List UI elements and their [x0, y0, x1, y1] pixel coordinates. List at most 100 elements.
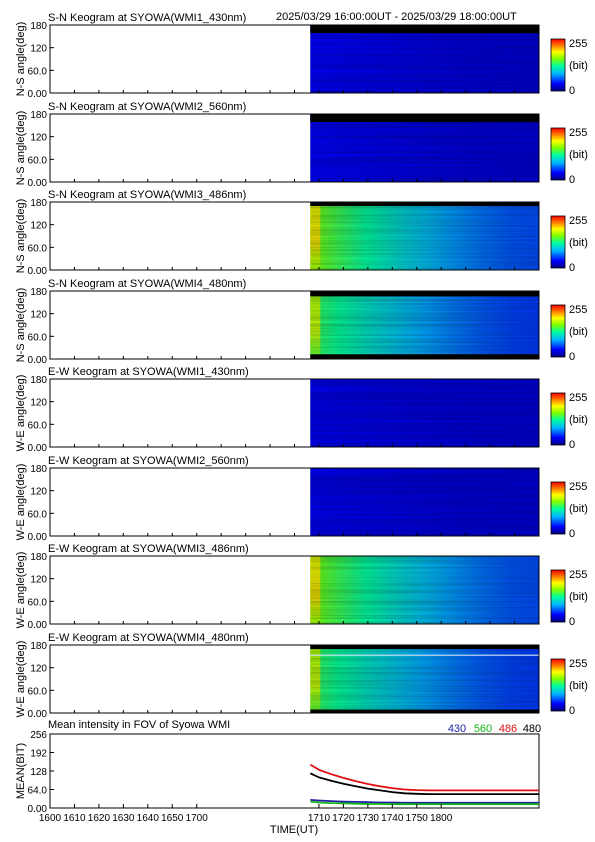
keogram-streaks — [310, 468, 539, 536]
keogram-mask-top — [310, 291, 539, 297]
colorbar-unit-label: (bit) — [569, 414, 588, 426]
mean-chart-title: Mean intensity in FOV of Syowa WMI — [48, 719, 230, 731]
x-tick-label: 1800 — [430, 813, 453, 824]
mean-series-line-560 — [310, 800, 539, 806]
colorbar — [550, 304, 566, 358]
colorbar-unit-label: (bit) — [569, 503, 588, 515]
keogram-title: E-W Keogram at SYOWA(WMI1_430nm) — [48, 366, 249, 378]
keogram-title: S-N Keogram at SYOWA(WMI2_560nm) — [48, 101, 246, 113]
keogram-y-tick-label: 120 — [30, 221, 47, 232]
mean-series-line-486 — [309, 763, 539, 792]
keogram-panel: E-W Keogram at SYOWA(WMI2_560nm) W-E angl… — [15, 455, 588, 543]
keogram-y-tick-label: 0.00 — [28, 355, 48, 366]
x-tick-label: 1640 — [137, 813, 160, 824]
keogram-y-tick-label: 180 — [30, 287, 47, 298]
keogram-y-tick-label: 180 — [30, 641, 47, 652]
keogram-title: S-N Keogram at SYOWA(WMI3_486nm) — [48, 189, 246, 201]
keogram-y-tick-label: 120 — [30, 575, 47, 586]
x-tick-label: 1700 — [186, 813, 209, 824]
keogram-y-tick-label: 60.0 — [28, 509, 48, 520]
keogram-mask-top — [310, 25, 539, 34]
colorbar-unit-label: (bit) — [569, 149, 588, 161]
keogram-y-tick-label: 60.0 — [28, 597, 48, 608]
colorbar-min-label: 0 — [569, 351, 575, 363]
keogram-streaks — [310, 202, 539, 270]
x-tick-label: 1740 — [381, 813, 404, 824]
mean-y-tick-label: 256 — [30, 730, 47, 741]
keogram-y-tick-label: 120 — [30, 487, 47, 498]
keogram-y-tick-label: 180 — [30, 552, 47, 563]
keogram-panel: S-N Keogram at SYOWA(WMI4_480nm) N-S angl… — [15, 278, 588, 366]
keogram-y-tick-label: 0.00 — [28, 178, 48, 189]
keogram-y-tick-label: 60.0 — [28, 66, 48, 77]
keogram-y-axis-label: W-E angle(deg) — [15, 552, 27, 629]
keogram-y-tick-label: 120 — [30, 310, 47, 321]
keogram-y-tick-label: 60.0 — [28, 686, 48, 697]
colorbar-unit-label: (bit) — [569, 680, 588, 692]
header-time-range: 2025/03/29 16:00:00UT - 2025/03/29 18:00… — [276, 11, 517, 23]
keogram-y-tick-label: 60.0 — [28, 420, 48, 431]
keogram-y-tick-label: 120 — [30, 664, 47, 675]
colorbar-min-label: 0 — [569, 439, 575, 451]
colorbar — [550, 569, 566, 623]
x-tick-label: 1610 — [63, 813, 86, 824]
keogram-panel: S-N Keogram at SYOWA(WMI1_430nm) N-S angl… — [15, 12, 588, 100]
keogram-y-axis-label: N-S angle(deg) — [15, 199, 27, 274]
keogram-y-tick-label: 180 — [30, 110, 47, 121]
colorbar-max-label: 255 — [569, 392, 587, 404]
keogram-title: E-W Keogram at SYOWA(WMI2_560nm) — [48, 455, 249, 467]
x-tick-label: 1600 — [39, 813, 62, 824]
colorbar-unit-label: (bit) — [569, 326, 588, 338]
x-tick-label: 1720 — [332, 813, 355, 824]
colorbar-max-label: 255 — [569, 304, 587, 316]
colorbar — [550, 38, 566, 92]
keogram-y-tick-label: 120 — [30, 398, 47, 409]
keogram-y-tick-label: 0.00 — [28, 532, 48, 543]
keogram-y-tick-label: 180 — [30, 198, 47, 209]
keogram-title: E-W Keogram at SYOWA(WMI4_480nm) — [48, 632, 249, 644]
legend-480: 480 — [523, 723, 541, 735]
keogram-y-axis-label: N-S angle(deg) — [15, 22, 27, 97]
x-tick-label: 1630 — [112, 813, 135, 824]
keogram-y-tick-label: 120 — [30, 133, 47, 144]
keogram-panel: E-W Keogram at SYOWA(WMI4_480nm) W-E angl… — [15, 632, 588, 720]
legend-560: 560 — [474, 723, 492, 735]
keogram-title: E-W Keogram at SYOWA(WMI3_486nm) — [48, 543, 249, 555]
keogram-y-tick-label: 180 — [30, 464, 47, 475]
x-tick-label: 1620 — [88, 813, 111, 824]
x-tick-label: 1730 — [357, 813, 380, 824]
colorbar — [550, 481, 566, 535]
colorbar — [550, 658, 566, 712]
colorbar-min-label: 0 — [569, 262, 575, 274]
keogram-mask-top — [310, 202, 539, 207]
x-tick-label: 1750 — [406, 813, 429, 824]
colorbar — [550, 127, 566, 181]
mean-y-tick-label: 64.0 — [28, 786, 48, 797]
mean-plot-frame — [49, 733, 540, 809]
x-tick-label: 1650 — [161, 813, 184, 824]
x-tick-label: 1710 — [308, 813, 331, 824]
keogram-y-tick-label: 0.00 — [28, 266, 48, 277]
keogram-streaks — [310, 114, 539, 182]
keogram-y-tick-label: 60.0 — [28, 243, 48, 254]
colorbar — [550, 392, 566, 446]
mean-series-lines — [309, 763, 539, 806]
keogram-panel: S-N Keogram at SYOWA(WMI3_486nm) N-S angl… — [15, 189, 588, 277]
keogram-y-tick-label: 60.0 — [28, 332, 48, 343]
keogram-y-tick-label: 0.00 — [28, 443, 48, 454]
keogram-y-tick-label: 0.00 — [28, 89, 48, 100]
keogram-title: S-N Keogram at SYOWA(WMI4_480nm) — [48, 278, 246, 290]
colorbar-min-label: 0 — [569, 528, 575, 540]
keogram-y-tick-label: 180 — [30, 21, 47, 32]
keogram-mask-top — [310, 114, 539, 123]
keogram-y-tick-label: 0.00 — [28, 709, 48, 720]
mean-y-tick-label: 192 — [30, 749, 47, 760]
keogram-y-tick-label: 180 — [30, 375, 47, 386]
mean-series-line-430 — [310, 799, 539, 804]
colorbar-max-label: 255 — [569, 38, 587, 50]
mean-legend: 430 560 486 480 — [448, 723, 541, 735]
colorbar-max-label: 255 — [569, 481, 587, 493]
mean-y-tick-label: 128 — [30, 767, 47, 778]
keogram-y-axis-label: N-S angle(deg) — [15, 111, 27, 186]
